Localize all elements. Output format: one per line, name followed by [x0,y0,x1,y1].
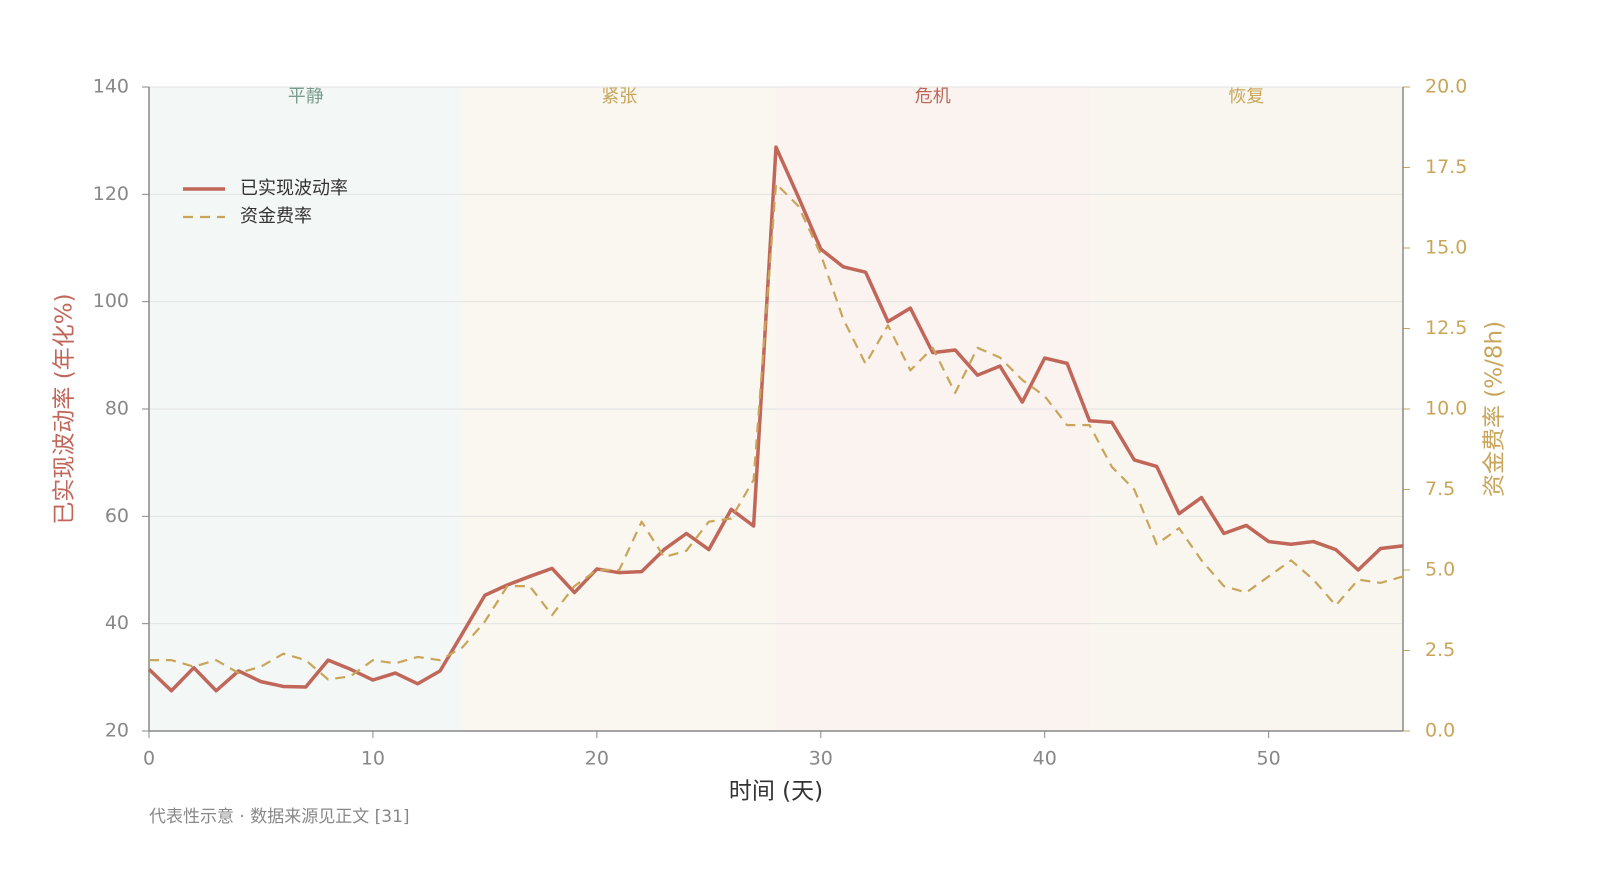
y-tick-label: 80 [105,398,129,420]
y2-tick-label: 7.5 [1425,478,1455,500]
region-label: 平静 [288,86,324,107]
series-line [149,182,1404,681]
series-line [147,145,1404,693]
region-label: 恢复 [1228,86,1264,107]
y-tick-label: 60 [105,505,129,527]
region-label: 紧张 [601,86,637,107]
y2-tick-label: 15.0 [1425,237,1467,259]
x-tick-label: 40 [1033,748,1057,770]
y2-tick-label: 20.0 [1425,76,1467,98]
y2-tick-label: 12.5 [1425,317,1467,339]
x-axis-label: 时间 (天) [729,779,823,805]
y-tick-label: 100 [93,290,129,312]
x-tick-label: 0 [143,748,155,770]
y2-tick-label: 17.5 [1425,156,1467,178]
y2-axis-label: 资金费率 (%/8h) [1482,321,1508,497]
y2-tick-label: 2.5 [1425,639,1455,661]
footnote: 代表性示意 · 数据来源见正文 [31] [149,807,410,827]
y-tick-label: 120 [93,183,129,205]
y2-tick-label: 10.0 [1425,398,1467,420]
y-tick-label: 20 [105,720,129,742]
y-tick-label: 140 [93,76,129,98]
y2-tick-label: 5.0 [1425,559,1455,581]
region-label: 危机 [915,86,951,107]
y-axis-label: 已实现波动率 (年化%) [52,293,78,524]
y-tick-label: 40 [105,612,129,634]
legend-label: 资金费率 [240,206,312,227]
x-tick-label: 50 [1257,748,1281,770]
x-tick-label: 20 [585,748,609,770]
x-tick-label: 30 [809,748,833,770]
legend-label: 已实现波动率 [240,178,348,199]
y2-tick-label: 0.0 [1425,720,1455,742]
x-tick-label: 10 [361,748,385,770]
